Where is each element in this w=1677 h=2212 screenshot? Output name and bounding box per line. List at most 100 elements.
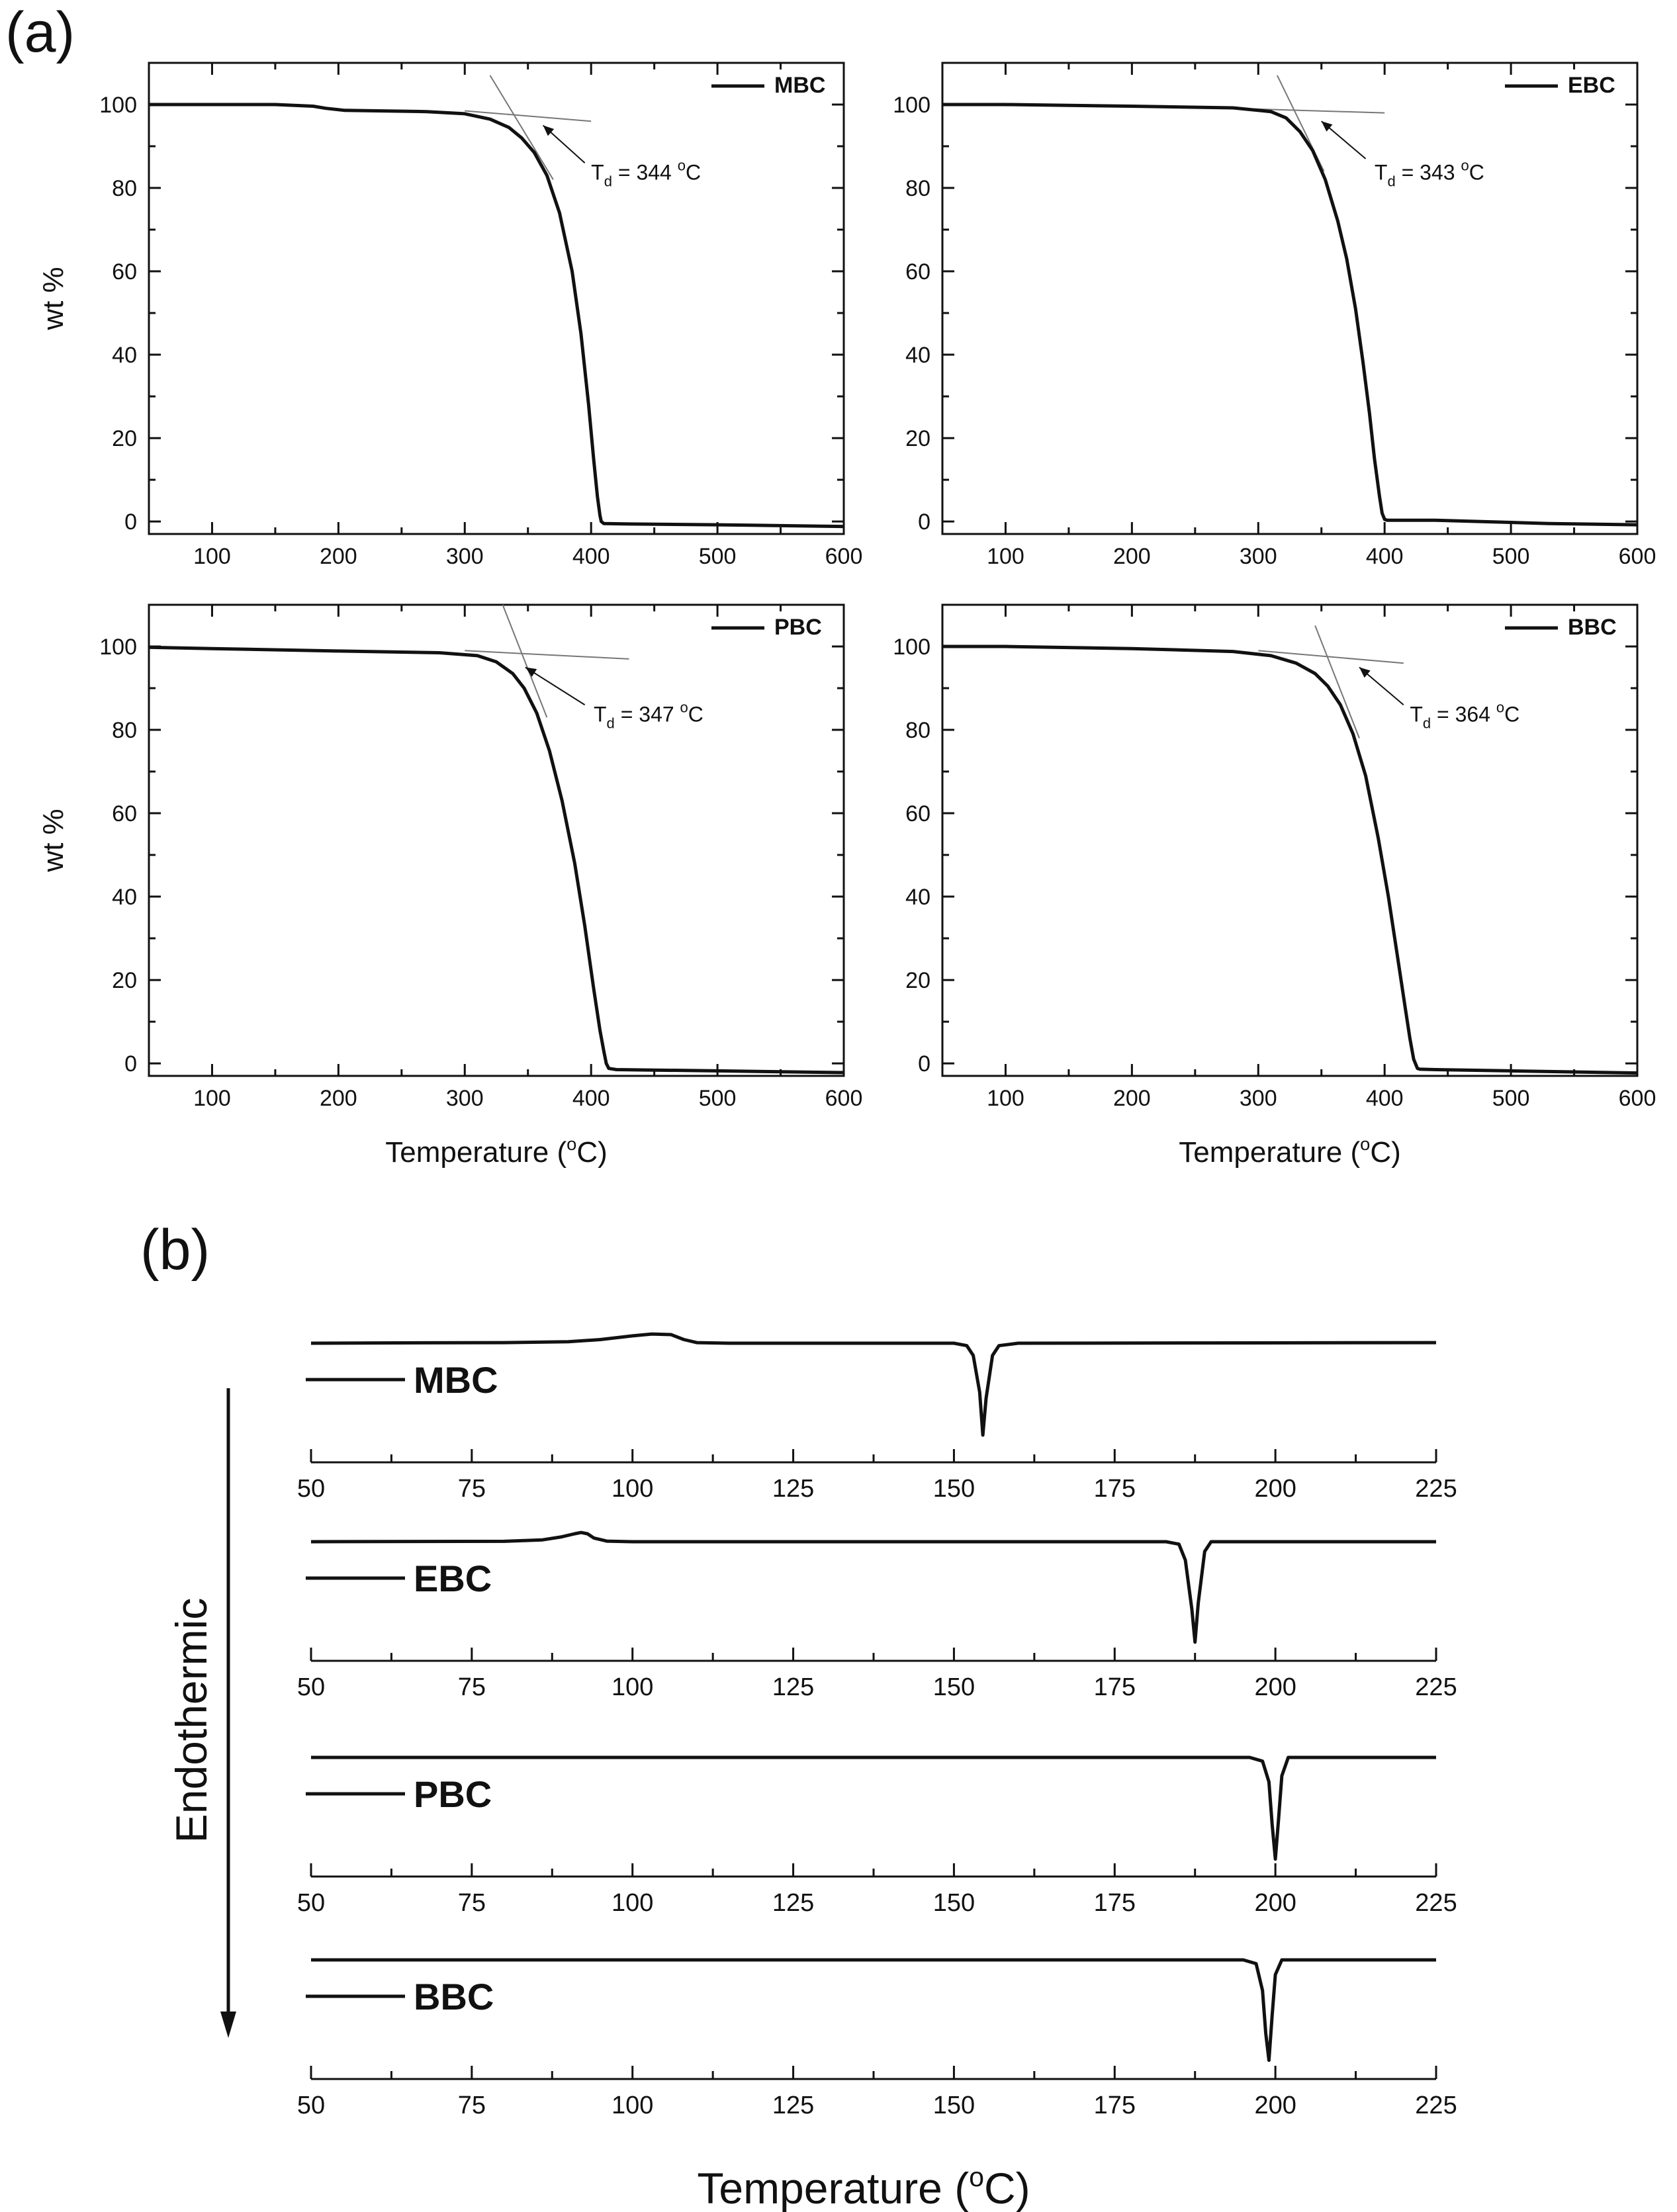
dsc-ebc-legend-label: EBC (414, 1558, 492, 1599)
tga-mbc-onset-label: Td = 344 oC (591, 157, 701, 189)
tga-bbc-chart: 100 200 300 400 500 600 0 20 40 60 80 100 Temperatur… (893, 603, 1656, 1169)
dsc-pbc-x-tick-label: 100 (612, 1889, 653, 1917)
tga-pbc-x-tick-label: 400 (572, 1086, 610, 1111)
tga-pbc-baseline-extrapolation (465, 650, 629, 660)
tga-pbc-x-tick-label: 500 (699, 1086, 737, 1111)
tga-mbc-baseline-extrapolation (465, 110, 592, 122)
dsc-bbc-x-tick-label: 100 (612, 2092, 653, 2119)
dsc-pbc-x-tick-label: 125 (772, 1889, 814, 1917)
dsc-ebc-x-tick-label: 200 (1254, 1673, 1296, 1701)
tga-ebc-onset-label: Td = 343 oC (1375, 157, 1484, 189)
tga-ebc-onset-arrow-head (1321, 121, 1333, 132)
tga-ebc-y-tick-label: 60 (905, 259, 930, 285)
tga-mbc-y-tick-label: 100 (99, 93, 137, 118)
dsc-mbc-x-tick-label: 75 (458, 1475, 486, 1503)
dsc-ebc-x-tick-label: 50 (297, 1673, 325, 1701)
dsc-pbc-x-tick-label: 225 (1415, 1889, 1457, 1917)
tga-bbc-x-axis-title: Temperature (oC) (1179, 1133, 1401, 1169)
dsc-bbc-legend-label: BBC (414, 1976, 494, 2017)
tga-ebc-plot-frame (941, 62, 1639, 535)
dsc-mbc-x-tick-label: 125 (772, 1475, 814, 1503)
tga-bbc-onset-label: Td = 364 oC (1410, 699, 1519, 731)
dsc-bbc-x-tick-label: 125 (772, 2092, 814, 2119)
tga-bbc-y-tick-label: 60 (905, 801, 930, 826)
tga-bbc-x-tick-label: 100 (987, 1086, 1024, 1111)
dsc-mbc-x-tick-label: 225 (1415, 1475, 1457, 1503)
tga-mbc-y-tick-label: 60 (112, 259, 137, 285)
tga-pbc-y-tick-label: 40 (112, 885, 137, 910)
dsc-bbc-x-tick-label: 150 (933, 2092, 975, 2119)
tga-ebc-y-tick-label: 100 (893, 93, 930, 118)
tga-mbc-y-tick-label: 20 (112, 426, 137, 451)
tga-ebc-x-tick-label: 500 (1492, 544, 1530, 569)
tga-mbc-legend-label: MBC (774, 73, 825, 98)
dsc-x-axis-title: Temperature (oC) (697, 2162, 1030, 2212)
dsc-bbc-chart: 50 75 100 125 150 175 200 225 BBC (297, 1958, 1457, 2119)
tga-mbc-tangent-line (489, 75, 554, 180)
dsc-ebc-series-line (310, 1530, 1436, 1644)
tga-bbc-tangent-line (1314, 625, 1360, 738)
dsc-mbc-x-tick-label: 150 (933, 1475, 975, 1503)
tga-ebc-y-tick-label: 20 (905, 426, 930, 451)
tga-mbc-series-line (149, 103, 844, 529)
tga-pbc-x-tick-label: 200 (320, 1086, 357, 1111)
tga-ebc-baseline-extrapolation (1246, 108, 1385, 114)
tga-ebc-series-line (942, 103, 1638, 527)
dsc-ebc-x-tick-label: 100 (612, 1673, 653, 1701)
tga-pbc-y-tick-label: 20 (112, 968, 137, 993)
dsc-ebc-x-tick-label: 125 (772, 1673, 814, 1701)
tga-pbc-x-axis-title: Temperature (oC) (385, 1133, 608, 1169)
dsc-pbc-x-tick-label: 75 (458, 1889, 486, 1917)
tga-ebc-x-tick-label: 300 (1240, 544, 1277, 569)
tga-mbc-y-tick-label: 80 (112, 176, 137, 201)
tga-bbc-x-tick-label: 400 (1366, 1086, 1404, 1111)
dsc-pbc-legend-label: PBC (414, 1773, 492, 1815)
tga-pbc-onset-label: Td = 347 oC (594, 699, 703, 731)
dsc-pbc-series-line (311, 1755, 1436, 1861)
dsc-mbc-x-tick-label: 50 (297, 1475, 325, 1503)
dsc-pbc-x-tick-label: 50 (297, 1889, 325, 1917)
tga-pbc-series-line (148, 645, 844, 1075)
dsc-mbc-x-tick-label: 175 (1094, 1475, 1136, 1503)
tga-pbc-legend-label: PBC (774, 615, 822, 640)
tga-mbc-x-tick-label: 200 (320, 544, 357, 569)
dsc-bbc-x-tick-label: 175 (1094, 2092, 1136, 2119)
tga-mbc-x-tick-label: 300 (446, 544, 484, 569)
tga-bbc-series-line (942, 644, 1638, 1075)
tga-mbc-onset-arrow-head (543, 125, 555, 136)
tga-bbc-y-tick-label: 20 (905, 968, 930, 993)
panel-b-label: (b) (140, 1218, 210, 1282)
dsc-bbc-x-tick-label: 200 (1254, 2092, 1296, 2119)
tga-bbc-x-tick-label: 600 (1619, 1086, 1656, 1111)
tga-mbc-x-tick-label: 600 (825, 544, 863, 569)
dsc-bbc-series-line (311, 1958, 1436, 2062)
tga-ebc-y-tick-label: 80 (905, 176, 930, 201)
tga-pbc-onset-arrow-line (525, 666, 586, 706)
tga-mbc-x-tick-label: 100 (193, 544, 231, 569)
dsc-pbc-x-tick-label: 150 (933, 1889, 975, 1917)
tga-mbc-y-tick-label: 40 (112, 343, 137, 368)
dsc-ebc-x-tick-label: 175 (1094, 1673, 1136, 1701)
dsc-pbc-chart: 50 75 100 125 150 175 200 225 PBC (297, 1755, 1457, 1917)
dsc-bbc-x-tick-label: 50 (297, 2092, 325, 2119)
tga-ebc-legend-label: EBC (1568, 73, 1615, 98)
tga-pbc-plot-frame (148, 603, 845, 1077)
dsc-mbc-series-line (310, 1332, 1437, 1437)
dsc-ebc-x-tick-label: 225 (1415, 1673, 1457, 1701)
dsc-mbc-legend-label: MBC (414, 1359, 498, 1401)
tga-pbc-x-tick-label: 600 (825, 1086, 863, 1111)
tga-pbc-x-tick-label: 300 (446, 1086, 484, 1111)
tga-bbc-y-tick-label: 0 (918, 1051, 930, 1077)
dsc-mbc-x-tick-label: 200 (1254, 1475, 1296, 1503)
tga-ebc-x-tick-label: 200 (1113, 544, 1151, 569)
tga-bbc-plot-frame (941, 603, 1639, 1077)
tga-bbc-x-tick-label: 500 (1492, 1086, 1530, 1111)
dsc-ebc-chart: 50 75 100 125 150 175 200 225 EBC (297, 1530, 1457, 1701)
tga-pbc-chart: 100 200 300 400 500 600 0 20 40 60 80 100 wt % Temper… (37, 603, 863, 1169)
tga-bbc-baseline-extrapolation (1258, 650, 1404, 664)
tga-pbc-y-tick-label: 60 (112, 801, 137, 826)
tga-pbc-y-tick-label: 0 (124, 1051, 137, 1077)
tga-bbc-y-tick-label: 40 (905, 885, 930, 910)
